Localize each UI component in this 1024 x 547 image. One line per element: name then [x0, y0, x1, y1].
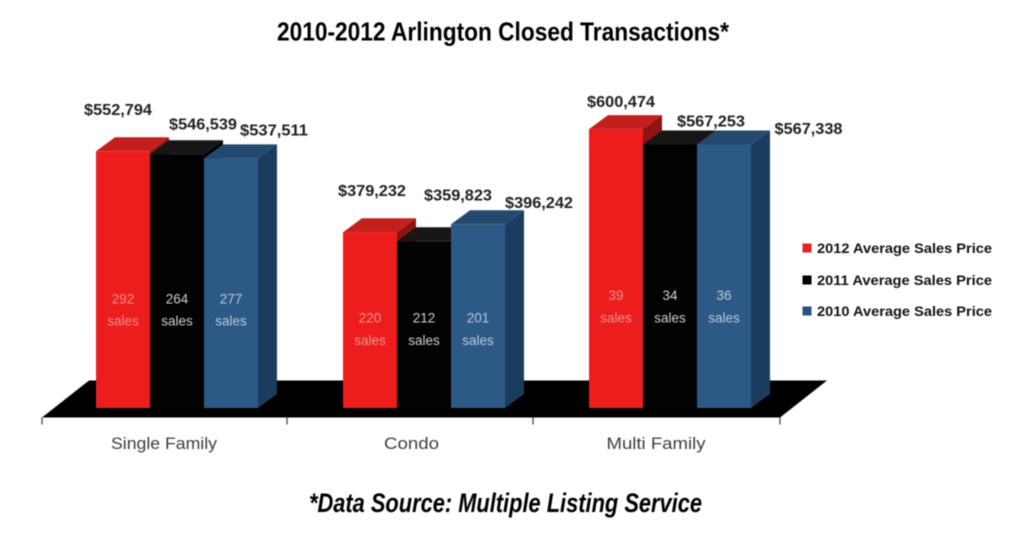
svg-text:220: 220 — [359, 311, 382, 326]
svg-text:264: 264 — [166, 292, 189, 307]
svg-text:$567,338: $567,338 — [775, 121, 843, 138]
svg-text:36: 36 — [716, 288, 731, 303]
svg-text:Condo: Condo — [384, 435, 439, 453]
svg-text:sales: sales — [408, 333, 440, 348]
svg-text:sales: sales — [600, 311, 632, 326]
svg-text:sales: sales — [462, 333, 494, 348]
svg-text:$359,823: $359,823 — [424, 188, 492, 205]
svg-text:sales: sales — [708, 311, 740, 326]
svg-text:$546,539: $546,539 — [169, 117, 237, 134]
svg-text:*Data Source: Multiple Listing: *Data Source: Multiple Listing Service — [309, 488, 702, 518]
svg-text:2010 Average Sales Price: 2010 Average Sales Price — [817, 303, 992, 319]
svg-text:277: 277 — [220, 292, 243, 307]
svg-text:34: 34 — [662, 288, 678, 303]
svg-text:sales: sales — [107, 314, 139, 329]
svg-text:2010-2012 Arlington Closed Tra: 2010-2012 Arlington Closed Transactions* — [277, 17, 730, 47]
svg-text:Multi Family: Multi Family — [607, 435, 707, 453]
svg-text:$537,511: $537,511 — [240, 123, 308, 140]
svg-text:292: 292 — [112, 292, 135, 307]
svg-text:sales: sales — [354, 333, 386, 348]
svg-text:sales: sales — [215, 314, 247, 329]
svg-text:$396,242: $396,242 — [505, 195, 573, 212]
svg-text:2011 Average Sales Price: 2011 Average Sales Price — [817, 272, 992, 288]
svg-text:201: 201 — [467, 311, 490, 326]
svg-text:$552,794: $552,794 — [84, 102, 152, 119]
svg-text:2012 Average Sales Price: 2012 Average Sales Price — [817, 240, 992, 256]
svg-text:39: 39 — [608, 288, 623, 303]
svg-text:$379,232: $379,232 — [338, 183, 406, 200]
svg-text:sales: sales — [161, 314, 193, 329]
svg-text:sales: sales — [654, 311, 686, 326]
svg-text:$567,253: $567,253 — [677, 114, 745, 131]
svg-text:$600,474: $600,474 — [587, 94, 655, 111]
svg-text:Single Family: Single Family — [111, 435, 218, 453]
svg-text:212: 212 — [413, 311, 436, 326]
